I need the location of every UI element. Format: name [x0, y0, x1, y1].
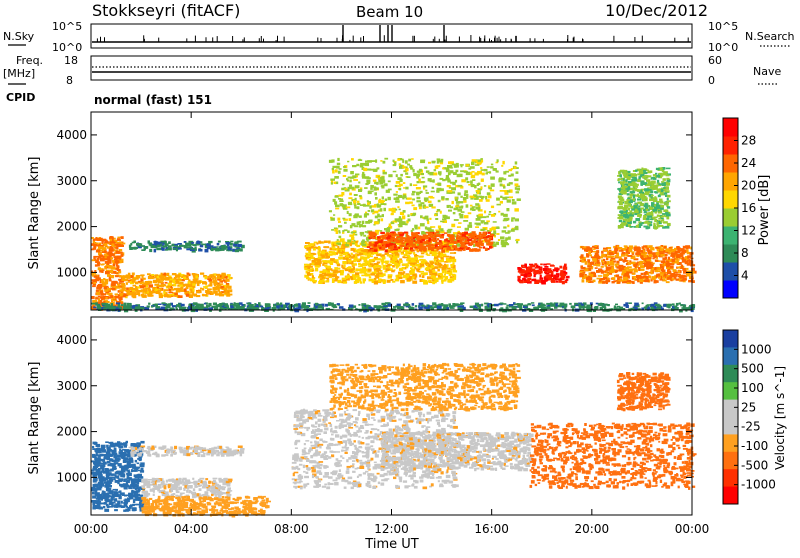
nsearch-tick-bottom: 10^0 — [708, 41, 738, 54]
power-colorbar-tick: 28 — [741, 134, 756, 148]
power-colorbar-swatch — [723, 172, 738, 191]
velocity-colorbar-swatch — [723, 417, 738, 435]
cpid-label: CPID — [6, 91, 35, 104]
power-colorbar-swatch — [723, 208, 738, 227]
nave-tick-top: 60 — [708, 54, 722, 67]
velocity-colorbar-label: Velocity [m s^-1] — [773, 366, 787, 470]
x-tick-label: 00:00 — [675, 522, 710, 536]
velocity-colorbar-tick: 500 — [741, 362, 764, 376]
power-colorbar-tick: 12 — [741, 224, 756, 238]
power-colorbar-tick: 8 — [741, 246, 749, 260]
power-colorbar-tick: 20 — [741, 179, 756, 193]
velocity-colorbar-tick: 25 — [741, 400, 756, 414]
velocity-colorbar-tick: -100 — [741, 439, 768, 453]
power-colorbar-label: Power [dB] — [757, 175, 772, 246]
beam-label: Beam 10 — [356, 3, 423, 21]
velocity-colorbar-swatches — [723, 330, 738, 505]
velocity-colorbar-swatch — [723, 347, 738, 365]
nsky-tick-top: 10^5 — [52, 20, 82, 33]
y-tick-label: 1000 — [56, 470, 87, 484]
velocity-colorbar-labels: 1000 500 100 25 -25 -100 -500 -1000 — [734, 342, 776, 491]
velocity-colorbar-swatch — [723, 365, 738, 383]
velocity-colorbar-swatch — [723, 400, 738, 418]
power-colorbar-tick: 24 — [741, 156, 756, 170]
velocity-colorbar-swatch — [723, 330, 738, 348]
freq-tick-bottom: 8 — [66, 74, 73, 87]
nsearch-tick-top: 10^5 — [708, 20, 738, 33]
x-tick-label: 08:00 — [274, 522, 309, 536]
velocity-colorbar-swatch — [723, 452, 738, 470]
velocity-colorbar-swatch — [723, 434, 738, 452]
power-colorbar-swatch — [723, 226, 738, 245]
power-colorbar: 4 8 12 16 20 24 28 Power [dB] — [723, 118, 772, 299]
velocity-colorbar-tick: -25 — [741, 420, 761, 434]
velocity-ylabel: Slant Range [km] — [27, 362, 42, 475]
velocity-colorbar-tick: 100 — [741, 381, 764, 395]
x-tick-label: 12:00 — [374, 522, 409, 536]
power-colorbar-tick: 16 — [741, 201, 756, 215]
x-tick-label: 16:00 — [474, 522, 509, 536]
time-axis-label: Time UT — [364, 537, 418, 552]
nsky-trace — [92, 25, 691, 42]
freq-panel: Freq. [MHz] 18 8 Nave 60 0 — [3, 54, 781, 87]
x-tick-label: 04:00 — [174, 522, 209, 536]
cpid-mode: normal (fast) 151 — [94, 93, 212, 107]
y-tick-label: 4000 — [56, 333, 87, 347]
velocity-colorbar-swatch — [723, 382, 738, 400]
nsky-panel: N.Sky 10^5 10^0 N.Search 10^5 10^0 — [3, 20, 795, 54]
nave-tick-bottom: 0 — [708, 74, 715, 87]
x-tick-label: 00:00 — [74, 522, 109, 536]
nsearch-label: N.Search — [745, 30, 795, 43]
nsky-label: N.Sky — [3, 30, 35, 43]
y-tick-label: 4000 — [56, 128, 87, 142]
velocity-panel: 1000 2000 3000 4000 00:00 04:00 08:00 12:00 16:… — [27, 317, 709, 552]
freq-tick-top: 18 — [64, 54, 78, 67]
velocity-colorbar-swatch — [723, 487, 738, 505]
power-colorbar-swatch — [723, 118, 738, 137]
y-tick-label: 3000 — [56, 174, 87, 188]
freq-unit: [MHz] — [3, 67, 35, 80]
date-label: 10/Dec/2012 — [605, 1, 708, 20]
station-title: Stokkseyri (fitACF) — [92, 1, 240, 20]
power-colorbar-swatch — [723, 262, 738, 281]
velocity-colorbar: 1000 500 100 25 -25 -100 -500 -1000 Velocity [m… — [723, 330, 787, 505]
power-colorbar-tick: 4 — [741, 269, 749, 283]
y-tick-label: 3000 — [56, 379, 87, 393]
velocity-colorbar-tick: 1000 — [741, 342, 772, 356]
power-colorbar-swatch — [723, 280, 738, 299]
velocity-colorbar-tick: -1000 — [741, 478, 776, 492]
velocity-colorbar-tick: -500 — [741, 458, 768, 472]
freq-label: Freq. — [16, 54, 43, 67]
nave-label: Nave — [753, 65, 781, 78]
y-tick-label: 1000 — [56, 265, 87, 279]
power-colorbar-swatch — [723, 190, 738, 209]
power-colorbar-swatch — [723, 136, 738, 155]
y-tick-label: 2000 — [56, 425, 87, 439]
x-tick-label: 20:00 — [575, 522, 610, 536]
power-ylabel: Slant Range [km] — [27, 157, 42, 270]
power-data — [91, 158, 697, 313]
nsky-tick-bottom: 10^0 — [52, 41, 82, 54]
y-tick-label: 2000 — [56, 220, 87, 234]
power-panel: 1000 2000 3000 4000 Slant Range [km] — [27, 112, 697, 312]
velocity-data — [91, 363, 697, 518]
